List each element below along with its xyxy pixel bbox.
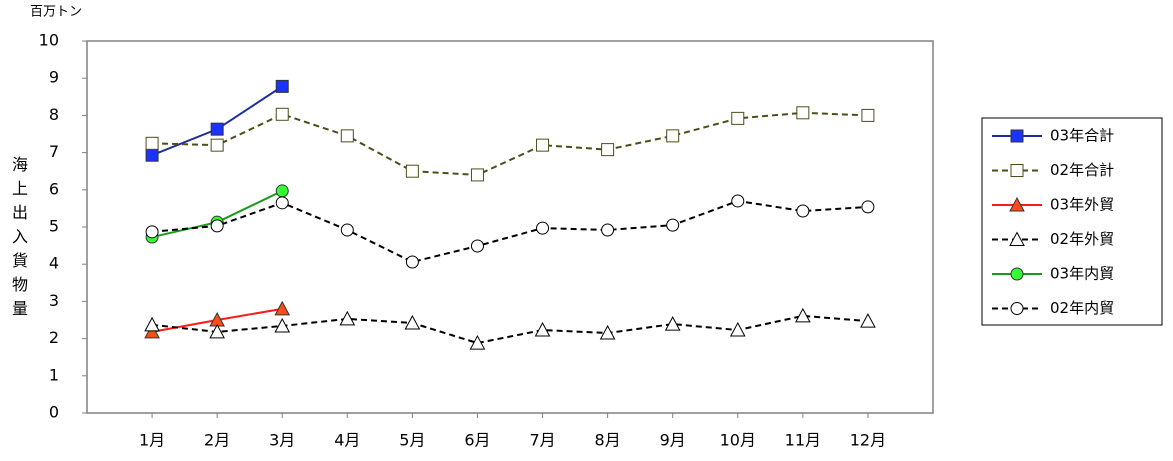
y-tick-label: 8: [49, 105, 59, 124]
x-tick-label: 8月: [595, 431, 621, 450]
x-tick-label: 2月: [204, 431, 230, 450]
y-tick-label: 9: [49, 68, 59, 87]
y-axis-label: 海上出入貨物量: [12, 155, 28, 318]
marker: [404, 314, 421, 330]
legend-label: 02年合計: [1050, 161, 1114, 179]
marker: [666, 218, 680, 232]
marker: [210, 219, 224, 233]
x-tick-label: 1月: [139, 431, 165, 450]
legend-label: 02年内貿: [1050, 299, 1114, 317]
x-tick-label: 10月: [720, 431, 756, 450]
marker: [274, 300, 291, 316]
marker: [275, 196, 289, 210]
marker: [340, 223, 354, 237]
y-tick-label: 0: [49, 403, 59, 422]
marker: [666, 129, 680, 143]
marker: [144, 323, 160, 339]
marker: [209, 323, 225, 339]
marker: [1009, 196, 1025, 212]
marker: [339, 310, 356, 326]
marker: [796, 106, 810, 120]
x-tick-label: 4月: [334, 431, 360, 450]
marker: [275, 107, 289, 121]
x-tick-label: 7月: [529, 431, 555, 450]
marker: [275, 184, 289, 198]
marker: [599, 324, 616, 340]
y-tick-label: 5: [49, 217, 59, 236]
marker: [731, 194, 745, 208]
x-tick-label: 5月: [399, 431, 425, 450]
x-tick-label: 11月: [785, 431, 821, 450]
marker: [469, 335, 486, 350]
x-tick-label: 3月: [269, 431, 295, 450]
marker: [145, 148, 159, 162]
marker: [536, 221, 550, 235]
marker: [1010, 302, 1024, 315]
marker: [145, 136, 159, 150]
marker: [1010, 267, 1024, 281]
marker: [1010, 129, 1024, 143]
marker: [861, 200, 875, 214]
marker: [601, 143, 615, 157]
marker: [1009, 231, 1025, 246]
series-line: [151, 314, 869, 345]
marker: [729, 321, 746, 337]
unit-label: 百万トン: [30, 5, 82, 20]
legend-label: 03年合計: [1050, 127, 1114, 145]
legend-label: 03年外貿: [1050, 196, 1114, 214]
legend-label: 03年内貿: [1050, 265, 1114, 283]
marker: [144, 316, 160, 332]
marker: [1010, 164, 1024, 177]
marker: [405, 164, 419, 178]
marker: [275, 79, 289, 93]
marker: [664, 316, 681, 331]
series-line: [152, 111, 868, 176]
marker: [796, 204, 810, 218]
marker: [861, 108, 875, 122]
marker: [601, 223, 615, 237]
y-tick-label: 2: [49, 328, 59, 347]
marker: [210, 122, 224, 136]
x-tick-label: 12月: [850, 431, 886, 450]
marker: [210, 138, 224, 152]
marker: [536, 138, 550, 152]
y-tick-label: 6: [49, 179, 59, 198]
y-tick-label: 10: [39, 31, 59, 50]
marker: [405, 255, 419, 269]
y-tick-label: 7: [49, 142, 59, 161]
marker: [340, 129, 354, 143]
y-tick-label: 3: [49, 291, 59, 310]
marker: [731, 111, 745, 125]
legend-label: 02年外貿: [1050, 230, 1114, 248]
marker: [534, 321, 551, 337]
y-tick-label: 4: [49, 254, 59, 273]
y-tick-label: 1: [49, 365, 59, 384]
legend: [981, 117, 1163, 326]
marker: [274, 317, 291, 333]
series-line: [151, 199, 868, 264]
marker: [470, 168, 484, 182]
marker: [145, 225, 159, 239]
x-tick-label: 6月: [464, 431, 490, 450]
marker: [795, 307, 811, 323]
marker: [470, 239, 484, 253]
marker: [860, 313, 876, 328]
x-tick-label: 9月: [660, 431, 686, 450]
